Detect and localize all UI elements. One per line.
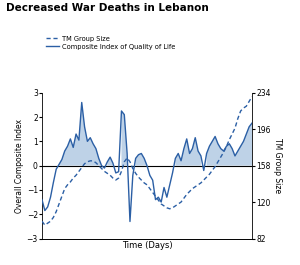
- Text: Decreased War Deaths in Lebanon: Decreased War Deaths in Lebanon: [6, 3, 209, 13]
- X-axis label: Time (Days): Time (Days): [122, 241, 172, 250]
- Legend: TM Group Size, Composite Index of Quality of Life: TM Group Size, Composite Index of Qualit…: [45, 35, 176, 50]
- Y-axis label: TM Group Size: TM Group Size: [273, 138, 282, 193]
- Y-axis label: Overall Composite Index: Overall Composite Index: [15, 119, 24, 213]
